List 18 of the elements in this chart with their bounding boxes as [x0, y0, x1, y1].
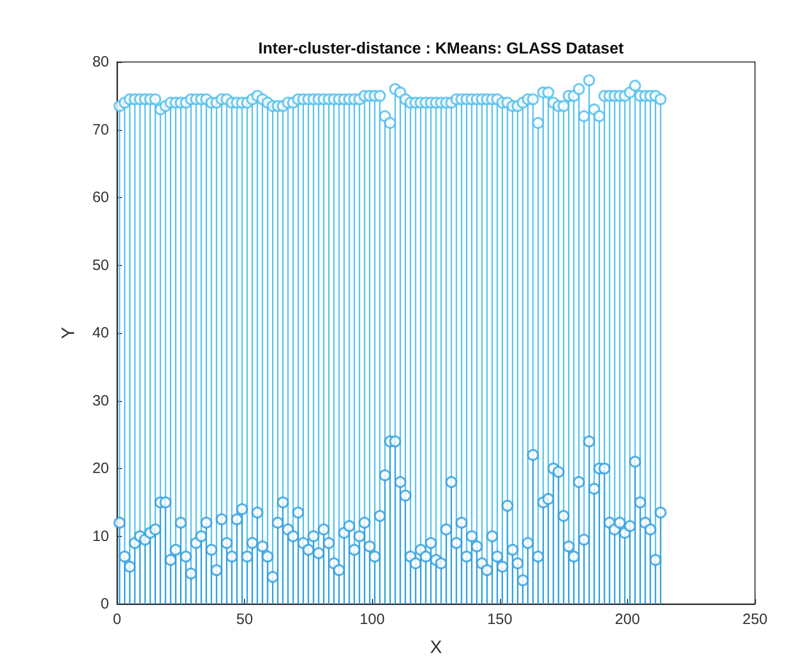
- x-tick-label: 200: [614, 611, 640, 628]
- y-tick-label: 80: [92, 54, 109, 70]
- x-tick-label: 0: [112, 611, 122, 628]
- y-tick-label: 50: [92, 256, 109, 274]
- y-tick-label: 40: [92, 324, 109, 342]
- chart-title: Inter-cluster-distance : KMeans: GLASS Dataset: [258, 40, 624, 58]
- y-tick-label: 60: [92, 189, 109, 206]
- x-tick-label: 100: [360, 611, 385, 628]
- y-tick-label: 10: [92, 528, 109, 545]
- y-tick-label: 30: [92, 392, 109, 410]
- y-tick-label: 20: [92, 460, 109, 477]
- y-tick-label: 0: [100, 596, 109, 612]
- x-tick-label: 50: [236, 611, 253, 628]
- y-tick-label: 70: [92, 121, 109, 138]
- x-tick-label: 150: [487, 611, 512, 628]
- x-axis-title: X: [430, 637, 442, 657]
- y-axis-title: Y: [58, 326, 78, 340]
- x-tick-label: 250: [742, 611, 768, 628]
